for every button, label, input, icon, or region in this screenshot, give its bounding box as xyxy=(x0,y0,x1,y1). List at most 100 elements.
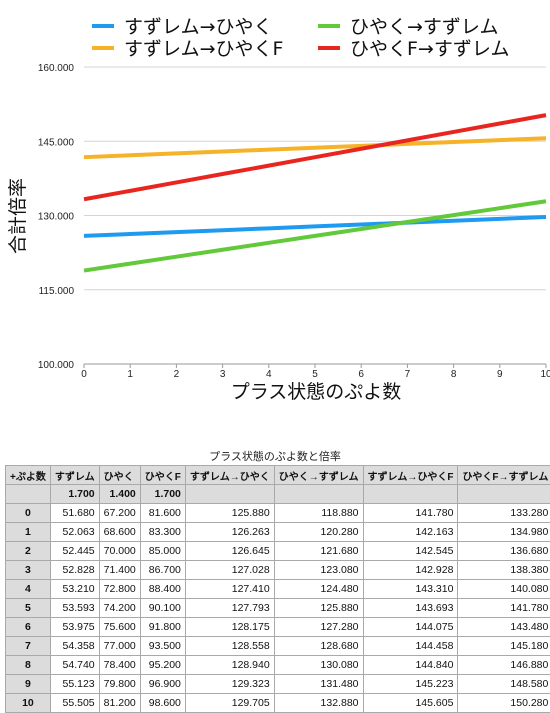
legend-label: すずレム→ひやくF xyxy=(124,38,283,60)
table-cell: 148.580 xyxy=(458,675,550,694)
table-cell: 70.000 xyxy=(99,542,140,561)
table-cell: 126.645 xyxy=(185,542,274,561)
x-tick-label: 7 xyxy=(405,369,411,380)
row-index-cell: 4 xyxy=(6,580,51,599)
legend-label: ひやくF→すずレム xyxy=(350,38,509,60)
table-cell: 86.700 xyxy=(140,561,185,580)
table-cell: 144.840 xyxy=(363,656,458,675)
table-cell: 128.175 xyxy=(185,618,274,637)
table-cell: 144.458 xyxy=(363,637,458,656)
table-cell: 77.000 xyxy=(99,637,140,656)
row-index-cell: 2 xyxy=(6,542,51,561)
table-cell: 141.780 xyxy=(458,599,550,618)
table-cell: 127.280 xyxy=(274,618,363,637)
multiplier-cell: 1.400 xyxy=(99,485,140,504)
table-cell: 129.323 xyxy=(185,675,274,694)
table-cell: 141.780 xyxy=(363,504,458,523)
row-index-cell: 9 xyxy=(6,675,51,694)
table-cell: 52.445 xyxy=(50,542,99,561)
table-cell: 126.263 xyxy=(185,523,274,542)
multiplier-cell xyxy=(458,485,550,504)
table-cell: 85.000 xyxy=(140,542,185,561)
table-cell: 125.880 xyxy=(274,599,363,618)
table-cell: 54.358 xyxy=(50,637,99,656)
row-index-cell: 1 xyxy=(6,523,51,542)
x-tick-label: 4 xyxy=(266,369,272,380)
row-index-cell: 10 xyxy=(6,694,51,713)
column-header: すずレム→ひやくF xyxy=(363,466,458,485)
table-cell: 127.793 xyxy=(185,599,274,618)
table-cell: 75.600 xyxy=(99,618,140,637)
table-cell: 145.180 xyxy=(458,637,550,656)
chart-gridlines xyxy=(84,67,546,364)
column-header: ひやくF→すずレム xyxy=(458,466,550,485)
x-tick-label: 6 xyxy=(358,369,364,380)
table-cell: 83.300 xyxy=(140,523,185,542)
multiplier-cell xyxy=(6,485,51,504)
table-cell: 145.223 xyxy=(363,675,458,694)
column-header: ひやく xyxy=(99,466,140,485)
series-line xyxy=(84,217,546,236)
y-tick-label: 145.000 xyxy=(38,137,75,148)
multiplier-cell xyxy=(185,485,274,504)
table-cell: 125.880 xyxy=(185,504,274,523)
column-header: +ぷよ数 xyxy=(6,466,51,485)
table-cell: 142.163 xyxy=(363,523,458,542)
table-cell: 121.680 xyxy=(274,542,363,561)
table-cell: 131.480 xyxy=(274,675,363,694)
table-cell: 136.680 xyxy=(458,542,550,561)
y-tick-label: 160.000 xyxy=(38,63,75,74)
table-cell: 72.800 xyxy=(99,580,140,599)
x-tick-label: 2 xyxy=(174,369,180,380)
table-cell: 123.080 xyxy=(274,561,363,580)
table-cell: 90.100 xyxy=(140,599,185,618)
x-tick-label: 5 xyxy=(312,369,318,380)
table-cell: 124.480 xyxy=(274,580,363,599)
y-tick-label: 115.000 xyxy=(39,286,75,297)
multiplier-cell: 1.700 xyxy=(140,485,185,504)
column-header: ひやく→すずレム xyxy=(274,466,363,485)
table-cell: 79.800 xyxy=(99,675,140,694)
table-cell: 129.705 xyxy=(185,694,274,713)
table-cell: 128.558 xyxy=(185,637,274,656)
table-cell: 150.280 xyxy=(458,694,550,713)
table-title: プラス状態のぷよ数と倍率 xyxy=(0,448,550,464)
x-tick-label: 0 xyxy=(81,369,87,380)
table-cell: 138.380 xyxy=(458,561,550,580)
table-cell: 95.200 xyxy=(140,656,185,675)
table-cell: 53.210 xyxy=(50,580,99,599)
table-cell: 145.605 xyxy=(363,694,458,713)
table-cell: 54.740 xyxy=(50,656,99,675)
column-header: すずレム→ひやく xyxy=(185,466,274,485)
series-line xyxy=(84,201,546,270)
table-cell: 127.028 xyxy=(185,561,274,580)
legend-label: ひやく→すずレム xyxy=(350,16,499,38)
row-index-cell: 0 xyxy=(6,504,51,523)
table-cell: 128.940 xyxy=(185,656,274,675)
table-cell: 71.400 xyxy=(99,561,140,580)
table-cell: 132.880 xyxy=(274,694,363,713)
x-tick-label: 10 xyxy=(540,369,550,380)
table-cell: 81.200 xyxy=(99,694,140,713)
table-cell: 55.505 xyxy=(50,694,99,713)
row-index-cell: 6 xyxy=(6,618,51,637)
table-cell: 134.980 xyxy=(458,523,550,542)
table-cell: 143.480 xyxy=(458,618,550,637)
table-cell: 128.680 xyxy=(274,637,363,656)
table-cell: 146.880 xyxy=(458,656,550,675)
